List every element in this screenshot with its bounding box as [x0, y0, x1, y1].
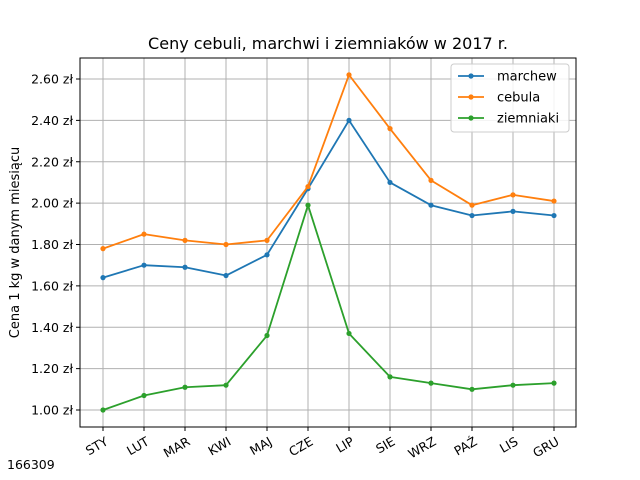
data-point	[428, 177, 434, 183]
data-point	[264, 252, 270, 258]
data-point	[223, 382, 229, 388]
data-point	[551, 198, 557, 204]
data-point	[346, 72, 352, 78]
data-point	[141, 392, 147, 399]
data-point	[182, 237, 188, 243]
data-point	[305, 183, 311, 190]
data-point	[510, 208, 516, 214]
legend-marker	[468, 94, 474, 100]
plot-frame	[79, 57, 577, 428]
y-tick-label: 1.20 zł	[31, 361, 73, 376]
data-point	[100, 275, 106, 281]
data-point	[428, 380, 434, 386]
data-point	[387, 179, 393, 186]
data-point	[223, 272, 229, 279]
data-point	[510, 192, 516, 198]
y-tick-label: 1.40 zł	[31, 320, 73, 335]
x-tick-label: PAŹ	[451, 434, 479, 459]
x-tick-label: KWI	[205, 434, 233, 459]
legend-label: cebula	[497, 91, 540, 106]
y-tick-label: 1.00 zł	[31, 403, 73, 418]
data-point	[100, 407, 106, 413]
data-point	[141, 262, 147, 268]
data-point	[469, 386, 475, 392]
y-axis: 1.00 zł 1.20 zł 1.40 zł 1.60 zł 1.80 zł 2.00 …	[31, 72, 80, 418]
data-point	[223, 241, 229, 248]
data-point	[346, 117, 352, 123]
data-point	[387, 374, 393, 380]
x-tick-label: MAJ	[247, 434, 274, 459]
legend-marker	[468, 73, 474, 79]
x-axis: STY LUT MAR KWI MAJ CZE LIP SIE WRZ PAŹ LIS GRU	[83, 427, 562, 461]
x-tick-label: WRZ	[405, 434, 438, 462]
x-tick-label: LUT	[124, 433, 152, 458]
x-tick-label: STY	[83, 433, 111, 458]
data-point	[551, 212, 557, 219]
series-line	[102, 204, 555, 411]
data-point	[182, 264, 188, 270]
series-ziemniaki	[100, 202, 557, 413]
x-tick-label: LIS	[497, 434, 521, 456]
x-tick-label: MAR	[161, 433, 193, 460]
data-point	[182, 384, 188, 390]
x-tick-label: GRU	[530, 434, 561, 461]
data-point	[387, 126, 393, 132]
x-tick-label: LIP	[333, 433, 357, 455]
data-point	[469, 212, 475, 219]
data-point	[141, 231, 147, 237]
legend-label: ziemniaki	[497, 112, 559, 127]
x-tick-label: CZE	[286, 434, 315, 460]
data-point	[428, 202, 434, 208]
data-point	[551, 380, 557, 386]
legend-box	[450, 63, 570, 133]
series-line	[102, 73, 555, 250]
y-tick-label: 2.00 zł	[31, 196, 73, 211]
y-tick-label: 2.60 zł	[31, 72, 73, 87]
legend: marchew cebula ziemniaki	[450, 63, 570, 133]
x-tick-label: SIE	[373, 434, 397, 457]
y-tick-label: 1.80 zł	[31, 237, 73, 252]
series-cebula	[100, 72, 557, 252]
data-point	[100, 246, 106, 252]
chart-title: Ceny cebuli, marchwi i ziemniaków w 2017…	[148, 34, 508, 53]
legend-label: marchew	[497, 70, 557, 85]
legend-marker	[468, 115, 474, 121]
data-point	[305, 202, 311, 208]
data-point	[264, 332, 270, 339]
data-point	[510, 382, 516, 388]
figure-id: 166309	[7, 457, 55, 472]
series-line	[102, 119, 555, 279]
y-axis-label: Cena 1 kg w danym miesiącu	[8, 147, 23, 338]
y-tick-label: 1.60 zł	[31, 278, 73, 293]
y-tick-label: 2.20 zł	[31, 154, 73, 169]
data-point	[264, 237, 270, 243]
series-marchew	[100, 117, 557, 281]
series-group	[100, 72, 557, 413]
y-tick-label: 2.40 zł	[31, 113, 73, 128]
data-point	[469, 202, 475, 208]
data-point	[346, 330, 352, 337]
